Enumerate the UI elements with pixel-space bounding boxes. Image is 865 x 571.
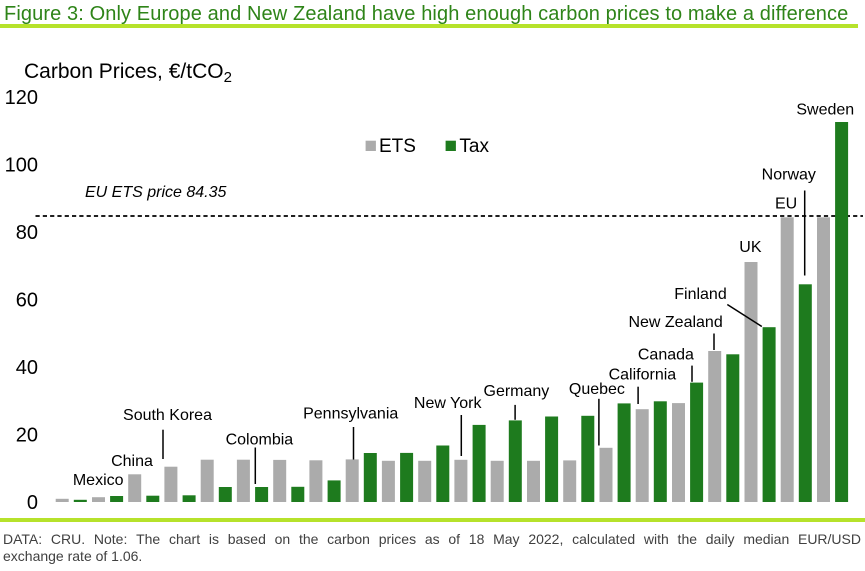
svg-text:EU ETS price 84.35: EU ETS price 84.35 (85, 184, 227, 201)
svg-text:100: 100 (5, 155, 38, 177)
svg-text:80: 80 (16, 222, 38, 244)
svg-text:120: 120 (5, 87, 38, 109)
svg-text:Norway: Norway (762, 166, 816, 183)
svg-text:South Korea: South Korea (123, 407, 212, 424)
svg-text:Colombia: Colombia (226, 432, 294, 449)
svg-text:ETS: ETS (379, 136, 416, 157)
svg-text:California: California (609, 367, 677, 384)
svg-text:New York: New York (414, 395, 483, 412)
svg-text:60: 60 (16, 290, 38, 312)
svg-text:Canada: Canada (638, 346, 694, 363)
svg-text:China: China (111, 453, 153, 470)
svg-text:0: 0 (27, 492, 38, 514)
svg-text:Mexico: Mexico (73, 472, 124, 489)
svg-text:Finland: Finland (674, 286, 726, 303)
svg-text:UK: UK (739, 239, 762, 256)
svg-text:Quebec: Quebec (569, 381, 625, 398)
svg-text:New Zealand: New Zealand (628, 314, 722, 331)
svg-text:Sweden: Sweden (796, 102, 854, 119)
svg-text:Pennsylvania: Pennsylvania (303, 406, 398, 423)
svg-text:Germany: Germany (484, 383, 550, 400)
svg-text:EU: EU (775, 195, 797, 212)
svg-text:Tax: Tax (459, 136, 489, 157)
svg-text:20: 20 (16, 425, 38, 447)
svg-text:40: 40 (16, 357, 38, 379)
